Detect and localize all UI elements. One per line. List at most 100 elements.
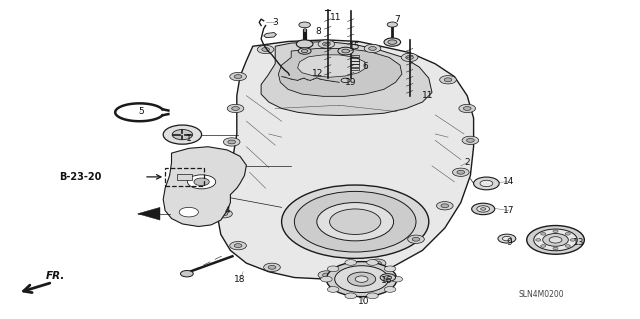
Circle shape	[384, 38, 401, 46]
Circle shape	[553, 247, 558, 250]
Circle shape	[234, 244, 242, 248]
Text: 13: 13	[573, 238, 585, 247]
Circle shape	[384, 276, 392, 279]
Circle shape	[342, 49, 349, 53]
Text: 4: 4	[225, 206, 230, 215]
Text: 19: 19	[345, 78, 356, 87]
Text: 17: 17	[503, 206, 515, 215]
Circle shape	[481, 208, 486, 210]
Circle shape	[444, 78, 452, 82]
Circle shape	[230, 72, 246, 81]
Circle shape	[234, 75, 242, 78]
Text: FR.: FR.	[46, 271, 65, 281]
Text: 12: 12	[312, 69, 324, 78]
Circle shape	[474, 177, 499, 190]
Text: 18: 18	[234, 275, 246, 284]
Circle shape	[570, 239, 575, 241]
Circle shape	[498, 234, 516, 243]
Circle shape	[436, 202, 453, 210]
Circle shape	[527, 226, 584, 254]
Text: 16: 16	[381, 276, 393, 285]
Circle shape	[384, 266, 396, 272]
Circle shape	[401, 53, 418, 62]
Circle shape	[318, 271, 335, 279]
Polygon shape	[177, 174, 192, 180]
Circle shape	[534, 229, 577, 251]
Circle shape	[338, 47, 353, 55]
Circle shape	[264, 263, 280, 271]
Circle shape	[341, 78, 350, 83]
Circle shape	[317, 203, 394, 241]
Circle shape	[477, 206, 490, 212]
Circle shape	[321, 276, 332, 282]
Circle shape	[318, 40, 335, 48]
Circle shape	[452, 168, 469, 176]
Text: B-23-20: B-23-20	[59, 172, 101, 182]
Circle shape	[355, 276, 368, 282]
Circle shape	[163, 125, 202, 144]
Circle shape	[172, 130, 193, 140]
Circle shape	[457, 170, 465, 174]
Circle shape	[412, 237, 420, 241]
Text: 8: 8	[316, 27, 321, 36]
Text: 11: 11	[330, 13, 342, 22]
Text: 2: 2	[465, 158, 470, 167]
Circle shape	[391, 276, 403, 282]
Polygon shape	[264, 33, 276, 38]
Circle shape	[348, 272, 376, 286]
Circle shape	[262, 48, 269, 51]
Text: 9: 9	[506, 238, 511, 247]
Circle shape	[541, 245, 546, 247]
Circle shape	[367, 260, 378, 265]
Text: 1: 1	[186, 134, 191, 143]
Circle shape	[282, 185, 429, 258]
Circle shape	[232, 107, 239, 110]
Circle shape	[298, 48, 311, 54]
Circle shape	[374, 261, 381, 265]
Circle shape	[220, 212, 228, 216]
Circle shape	[345, 293, 356, 299]
Text: 14: 14	[503, 177, 515, 186]
Circle shape	[268, 265, 276, 269]
Circle shape	[223, 177, 231, 181]
Circle shape	[367, 293, 378, 299]
Circle shape	[388, 40, 397, 44]
Circle shape	[553, 230, 558, 233]
Circle shape	[462, 136, 479, 145]
Circle shape	[541, 233, 546, 235]
Circle shape	[565, 233, 570, 235]
Circle shape	[296, 40, 313, 48]
Circle shape	[387, 22, 397, 27]
Circle shape	[408, 235, 424, 243]
Circle shape	[328, 286, 339, 292]
Circle shape	[406, 56, 413, 59]
Circle shape	[463, 107, 471, 110]
Circle shape	[223, 138, 240, 146]
Circle shape	[227, 104, 244, 113]
Circle shape	[326, 262, 397, 297]
Circle shape	[565, 245, 570, 247]
Circle shape	[364, 44, 381, 53]
Circle shape	[294, 191, 416, 252]
Circle shape	[467, 138, 474, 142]
Text: 15: 15	[349, 42, 361, 51]
Circle shape	[330, 209, 381, 234]
Circle shape	[179, 207, 198, 217]
Polygon shape	[163, 147, 246, 226]
Polygon shape	[298, 55, 366, 77]
Circle shape	[440, 76, 456, 84]
Circle shape	[345, 260, 356, 265]
Circle shape	[323, 273, 330, 277]
Text: 10: 10	[358, 297, 369, 306]
Circle shape	[301, 49, 308, 53]
Circle shape	[219, 174, 236, 183]
Polygon shape	[218, 40, 474, 279]
Circle shape	[502, 236, 511, 241]
Circle shape	[369, 259, 386, 267]
Polygon shape	[138, 207, 160, 220]
Circle shape	[328, 266, 339, 272]
Circle shape	[441, 204, 449, 208]
Circle shape	[536, 239, 541, 241]
Polygon shape	[261, 41, 432, 115]
Text: SLN4M0200: SLN4M0200	[518, 290, 564, 299]
